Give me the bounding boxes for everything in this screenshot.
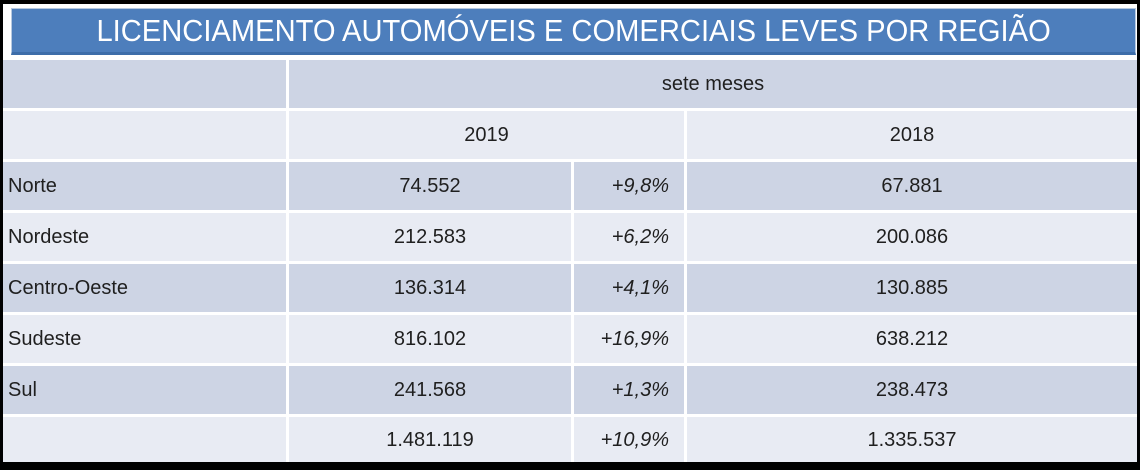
table-row-value-2019: 241.568 (289, 366, 571, 414)
table-row-region-label: Norte (3, 162, 286, 210)
table-row-region-label: Centro-Oeste (3, 264, 286, 312)
table-row-value-2019: 212.583 (289, 213, 571, 261)
year-row-empty-cell (3, 111, 286, 159)
year-header-2018: 2018 (687, 111, 1137, 159)
table-row-value-2019: 136.314 (289, 264, 571, 312)
region-licensing-table: sete meses 2019 2018 Norte 74.552 +9,8% … (3, 60, 1137, 462)
table-row-value-2019: 816.102 (289, 315, 571, 363)
table-row-change-pct: +6,2% (574, 213, 684, 261)
table-row-change-pct: +1,3% (574, 366, 684, 414)
table-row-value-2018: 130.885 (687, 264, 1137, 312)
table-row-value-2018: 238.473 (687, 366, 1137, 414)
table-row-value-2018: 638.212 (687, 315, 1137, 363)
table-row-region-label: Sudeste (3, 315, 286, 363)
table-row-change-pct: +16,9% (574, 315, 684, 363)
corner-empty-cell (3, 60, 286, 108)
table-row-value-2018: 200.086 (687, 213, 1137, 261)
table-row-value-2018: 67.881 (687, 162, 1137, 210)
total-value-2019: 1.481.119 (289, 417, 571, 462)
total-value-2018: 1.335.537 (687, 417, 1137, 462)
page-title: LICENCIAMENTO AUTOMÓVEIS E COMERCIAIS LE… (96, 12, 1051, 48)
total-change-pct: +10,9% (574, 417, 684, 462)
table-row-change-pct: +9,8% (574, 162, 684, 210)
table-row-region-label: Sul (3, 366, 286, 414)
title-bar: LICENCIAMENTO AUTOMÓVEIS E COMERCIAIS LE… (11, 8, 1136, 55)
total-row-empty-cell (3, 417, 286, 462)
slide-background: LICENCIAMENTO AUTOMÓVEIS E COMERCIAIS LE… (3, 4, 1137, 462)
year-header-2019: 2019 (289, 111, 684, 159)
period-header-cell: sete meses (289, 60, 1137, 108)
table-row-change-pct: +4,1% (574, 264, 684, 312)
table-row-region-label: Nordeste (3, 213, 286, 261)
table-row-value-2019: 74.552 (289, 162, 571, 210)
